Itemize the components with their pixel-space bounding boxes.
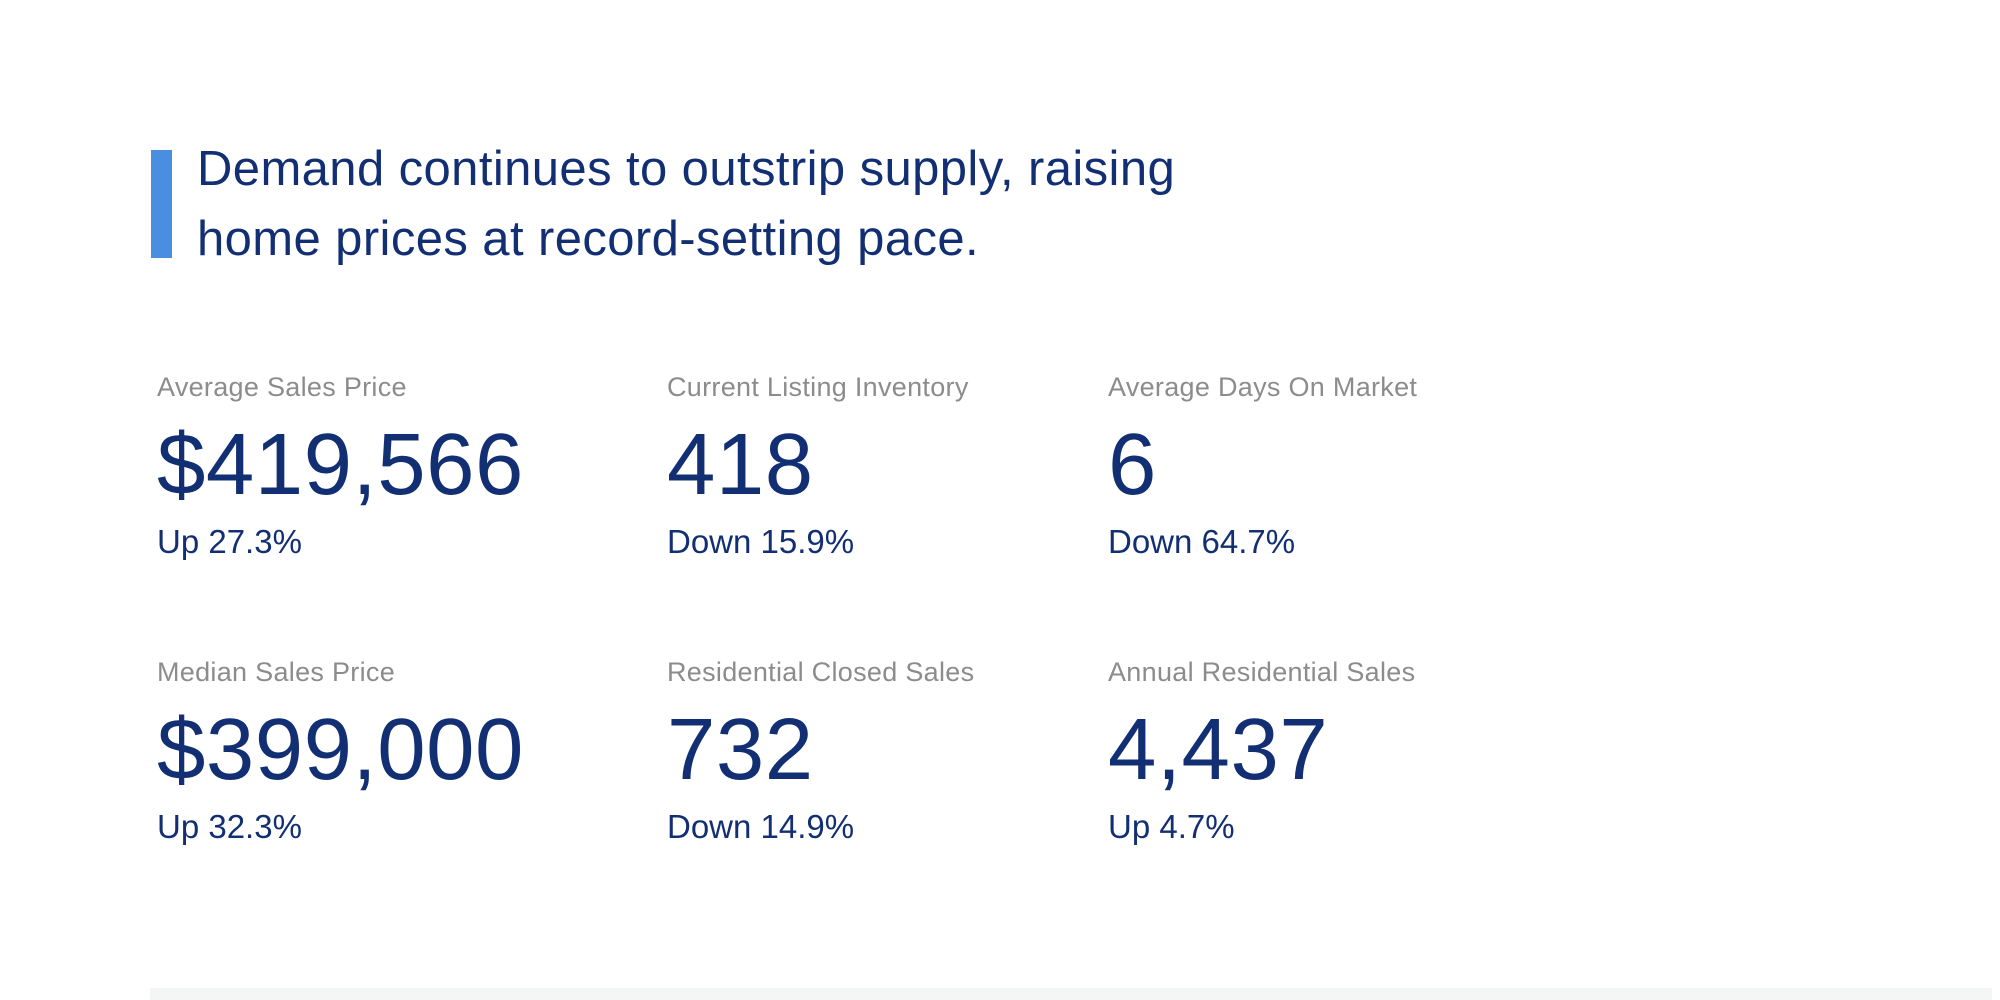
stat-change: Down 64.7% [1108,523,1296,560]
stat-value: 6 [1108,416,1157,513]
stat-card-average-sales-price: Average Sales Price $419,566 Up 27.3% [157,372,667,561]
stat-label: Annual Residential Sales [1108,657,1416,687]
stats-grid: Average Sales Price $419,566 Up 27.3% Cu… [157,372,1668,846]
stat-value: 418 [667,416,814,513]
stat-value: 4,437 [1108,701,1329,798]
headline-line-1: Demand continues to outstrip supply, rai… [197,142,1176,196]
stat-card-current-listing-inventory: Current Listing Inventory 418 Down 15.9% [667,372,1108,561]
stat-change: Up 32.3% [157,808,302,845]
page-title: Demand continues to outstrip supply, rai… [197,134,1175,274]
stat-card-residential-closed-sales: Residential Closed Sales 732 Down 14.9% [667,657,1108,846]
stat-value: $399,000 [157,701,524,798]
stat-card-average-days-on-market: Average Days On Market 6 Down 64.7% [1108,372,1668,561]
headline-accent-bar [151,150,172,258]
stat-value: $419,566 [157,416,524,513]
stat-change: Up 27.3% [157,523,302,560]
stat-label: Average Days On Market [1108,372,1418,402]
stat-change: Up 4.7% [1108,808,1235,845]
stat-label: Residential Closed Sales [667,657,975,687]
footer-strip [150,988,1992,1000]
stat-value: 732 [667,701,814,798]
stat-card-median-sales-price: Median Sales Price $399,000 Up 32.3% [157,657,667,846]
stat-card-annual-residential-sales: Annual Residential Sales 4,437 Up 4.7% [1108,657,1668,846]
headline-line-2: home prices at record-setting pace. [197,212,980,266]
stat-label: Current Listing Inventory [667,372,969,402]
stat-label: Average Sales Price [157,372,407,402]
stat-label: Median Sales Price [157,657,396,687]
stat-change: Down 14.9% [667,808,855,845]
stat-change: Down 15.9% [667,523,855,560]
